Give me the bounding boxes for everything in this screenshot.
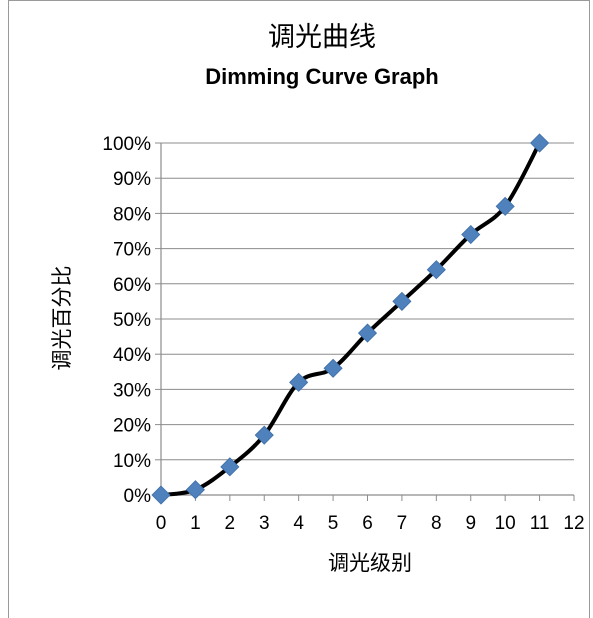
y-tick-label: 40% [113, 345, 151, 366]
chart-title: 调光曲线 [268, 22, 376, 53]
x-tick-label: 1 [190, 513, 201, 534]
y-axis-label: 调光百分比 [50, 266, 74, 371]
x-tick-label: 3 [259, 513, 270, 534]
y-tick-label: 80% [113, 204, 151, 225]
x-axis-ticks: 0 1 2 3 4 5 6 7 8 9 10 11 12 [156, 495, 585, 534]
data-point-marker [392, 291, 412, 311]
y-axis-ticks: 0% 10% 20% 30% 40% 50% 60% 70% 80% 90% 100% [102, 134, 161, 507]
y-tick-label: 10% [113, 451, 151, 472]
x-tick-label: 6 [362, 513, 373, 534]
x-axis-label: 调光级别 [328, 551, 412, 575]
y-tick-label: 100% [102, 134, 151, 155]
data-point-marker [289, 372, 309, 392]
data-point-marker [530, 133, 550, 153]
x-tick-label: 11 [530, 513, 550, 534]
data-point-marker [185, 480, 205, 500]
x-tick-label: 5 [328, 513, 339, 534]
gridlines [161, 142, 574, 461]
x-tick-label: 0 [156, 513, 167, 534]
x-tick-label: 9 [465, 513, 476, 534]
data-markers [151, 133, 550, 505]
y-tick-label: 0% [124, 486, 152, 507]
y-tick-label: 20% [113, 416, 151, 437]
y-tick-label: 90% [113, 169, 151, 190]
data-point-marker [495, 196, 515, 216]
data-point-marker [426, 260, 446, 280]
data-point-marker [220, 457, 240, 477]
x-tick-label: 2 [225, 513, 236, 534]
x-tick-label: 4 [293, 513, 304, 534]
data-point-marker [461, 224, 481, 245]
x-tick-label: 7 [397, 513, 408, 534]
y-tick-label: 30% [113, 380, 151, 401]
y-tick-label: 60% [113, 275, 151, 296]
y-tick-label: 50% [113, 310, 151, 331]
data-point-marker [357, 323, 378, 343]
chart-frame [8, 0, 590, 618]
data-point-marker [254, 425, 274, 445]
data-point-marker [151, 485, 171, 505]
x-tick-label: 12 [563, 513, 584, 534]
x-tick-label: 10 [495, 513, 516, 534]
chart-subtitle: Dimming Curve Graph [205, 64, 438, 89]
x-tick-label: 8 [431, 513, 442, 534]
y-tick-label: 70% [113, 240, 151, 261]
data-point-marker [323, 358, 343, 378]
